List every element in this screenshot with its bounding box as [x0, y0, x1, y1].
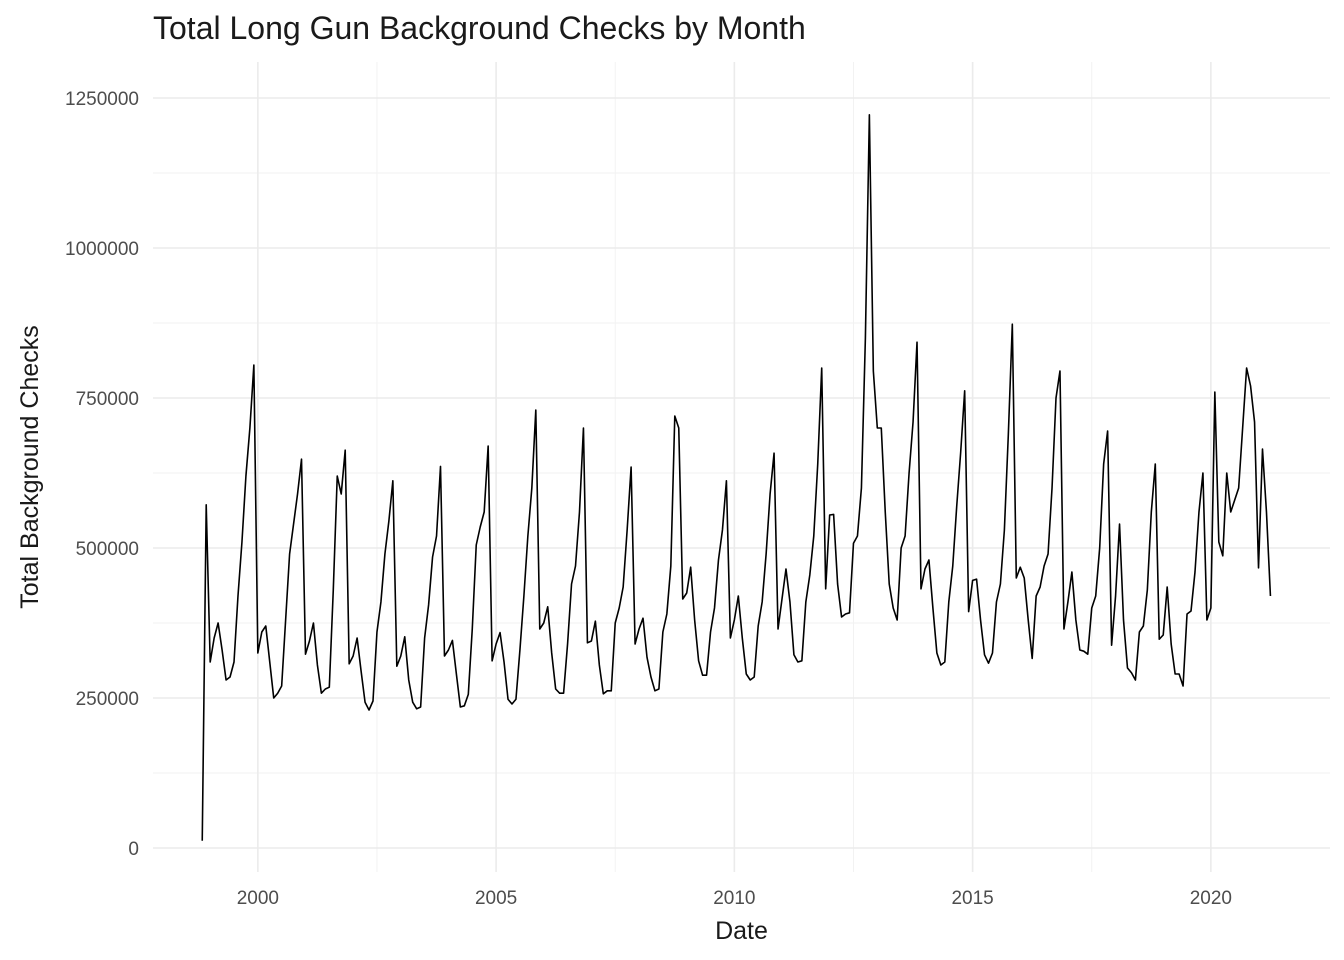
x-tick-label: 2005 — [475, 888, 517, 909]
y-tick-label: 500000 — [76, 539, 139, 560]
x-tick-label: 2015 — [951, 888, 993, 909]
y-tick-label: 1000000 — [65, 239, 139, 260]
x-tick-label: 2010 — [713, 888, 755, 909]
x-axis-tick-labels: 2000 2005 2010 2015 2020 — [237, 888, 1232, 909]
y-tick-label: 1250000 — [65, 89, 139, 110]
major-gridlines — [153, 62, 1330, 872]
x-tick-label: 2020 — [1190, 888, 1232, 909]
series-group — [201, 114, 1272, 841]
y-axis-tick-labels: 0 250000 500000 750000 1000000 1250000 — [65, 89, 139, 860]
y-tick-label: 750000 — [76, 389, 139, 410]
y-axis-title: Total Background Checks — [16, 325, 44, 608]
x-axis-title: Date — [715, 917, 768, 945]
y-tick-label: 250000 — [76, 689, 139, 710]
chart-title: Total Long Gun Background Checks by Mont… — [153, 10, 806, 46]
series-line — [201, 114, 1272, 841]
x-tick-label: 2000 — [237, 888, 279, 909]
minor-gridlines — [153, 62, 1330, 872]
y-tick-label: 0 — [128, 839, 139, 860]
